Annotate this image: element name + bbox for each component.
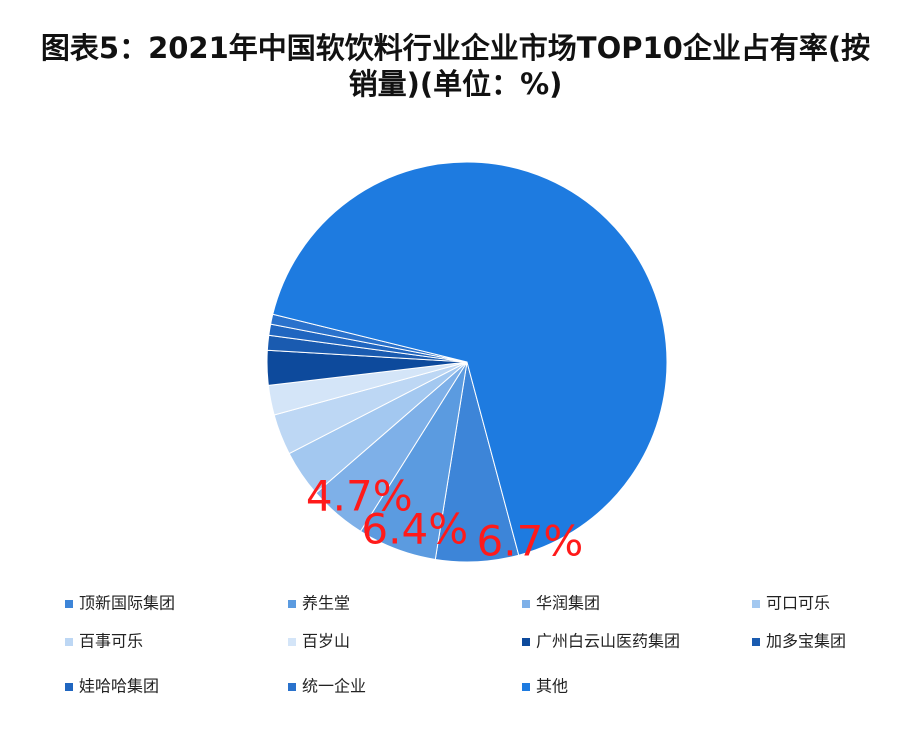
legend-label: 养生堂 [302,594,350,613]
legend-swatch [522,600,530,608]
data-label: 6.4% [361,505,468,554]
legend-label: 百事可乐 [79,632,143,651]
data-label: 6.7% [477,516,584,565]
legend-swatch [288,683,296,691]
legend-label: 娃哈哈集团 [79,677,159,696]
legend-swatch [288,600,296,608]
chart-title: 图表5：2021年中国软饮料行业企业市场TOP10企业占有率(按销量)(单位：%… [40,31,871,101]
legend-label: 华润集团 [536,594,600,613]
legend-swatch [752,600,760,608]
legend-swatch [752,638,760,646]
legend-swatch [65,683,73,691]
legend-label: 统一企业 [302,677,366,696]
legend-swatch [65,638,73,646]
legend-swatch [522,638,530,646]
legend-label: 可口可乐 [766,594,830,613]
data-label: 4.7% [306,472,413,521]
pie-slice [272,161,668,556]
legend-label: 加多宝集团 [766,632,846,651]
legend-swatch [288,638,296,646]
legend-label: 百岁山 [302,632,350,651]
legend-swatch [522,683,530,691]
legend-swatch [65,600,73,608]
legend-label: 广州白云山医药集团 [536,632,680,651]
legend-label: 顶新国际集团 [79,594,175,613]
legend-label: 其他 [536,677,568,696]
